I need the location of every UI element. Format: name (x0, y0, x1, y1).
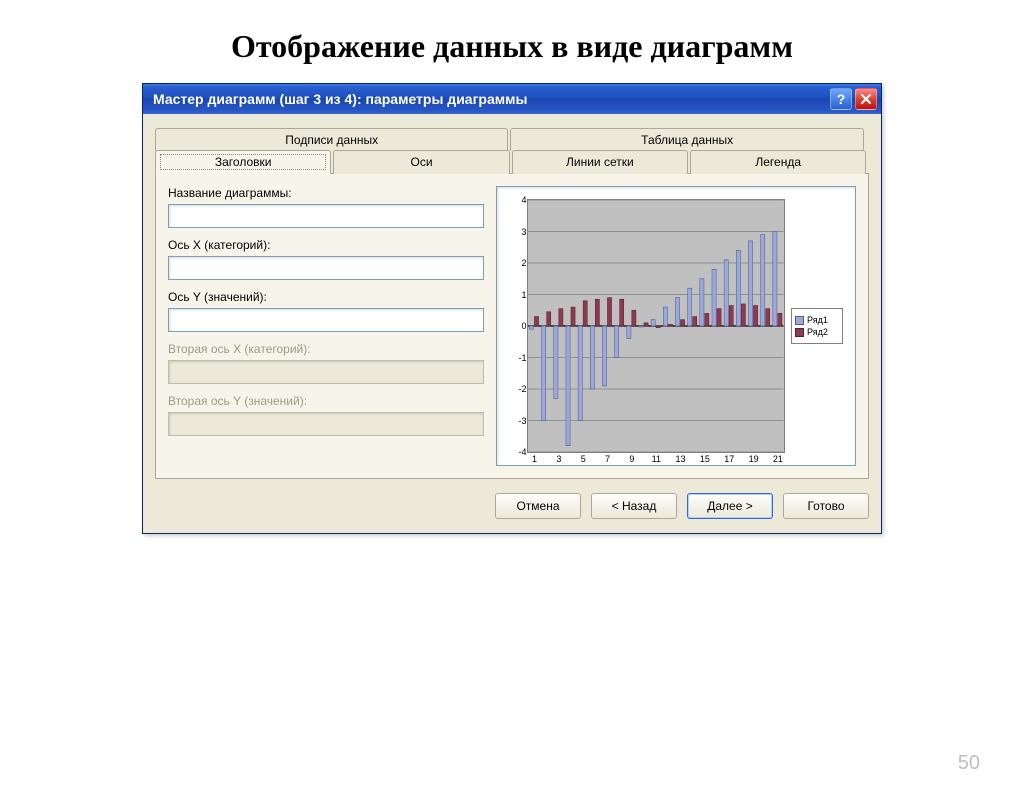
button-row: Отмена < Назад Далее > Готово (155, 493, 869, 519)
slide-number: 50 (958, 752, 980, 775)
tab-pane: Название диаграммы: Ось X (категорий): О… (155, 173, 869, 479)
field-y-axis: Ось Y (значений): (168, 290, 484, 332)
field-chart-title: Название диаграммы: (168, 186, 484, 228)
window-title: Мастер диаграмм (шаг 3 из 4): параметры … (153, 91, 527, 107)
field-x2-axis: Вторая ось X (категорий): (168, 342, 484, 384)
input-y2-axis (168, 412, 484, 436)
form-column: Название диаграммы: Ось X (категорий): О… (168, 186, 484, 466)
legend-swatch-2 (795, 328, 804, 337)
tab-titles[interactable]: Заголовки (155, 150, 331, 174)
legend-swatch-1 (795, 316, 804, 325)
input-x2-axis (168, 360, 484, 384)
label-y-axis: Ось Y (значений): (168, 290, 484, 304)
dialog-window: Мастер диаграмм (шаг 3 из 4): параметры … (142, 83, 882, 534)
cancel-button[interactable]: Отмена (495, 493, 581, 519)
page-title: Отображение данных в виде диаграмм (0, 28, 1024, 65)
titlebar: Мастер диаграмм (шаг 3 из 4): параметры … (143, 84, 881, 114)
tab-legend[interactable]: Легенда (690, 150, 866, 174)
tab-data-labels[interactable]: Подписи данных (155, 128, 508, 151)
legend-item-1: Ряд1 (795, 315, 839, 325)
field-x-axis: Ось X (категорий): (168, 238, 484, 280)
tab-gridlines[interactable]: Линии сетки (512, 150, 688, 174)
help-button[interactable]: ? (830, 88, 852, 110)
label-x2-axis: Вторая ось X (категорий): (168, 342, 484, 356)
label-x-axis: Ось X (категорий): (168, 238, 484, 252)
next-button[interactable]: Далее > (687, 493, 773, 519)
tab-row-bottom: Заголовки Оси Линии сетки Легенда (155, 150, 869, 174)
tab-row-top: Подписи данных Таблица данных (155, 128, 869, 151)
label-chart-title: Название диаграммы: (168, 186, 484, 200)
chart-plot-area: -4-3-2-101234 13579111315171921 (527, 199, 785, 453)
close-button[interactable] (855, 88, 877, 110)
field-y2-axis: Вторая ось Y (значений): (168, 394, 484, 436)
legend-item-2: Ряд2 (795, 327, 839, 337)
legend-label-1: Ряд1 (807, 315, 828, 325)
tab-data-table[interactable]: Таблица данных (510, 128, 863, 151)
chart-legend: Ряд1 Ряд2 (791, 308, 843, 344)
input-chart-title[interactable] (168, 204, 484, 228)
finish-button[interactable]: Готово (783, 493, 869, 519)
chart-preview: -4-3-2-101234 13579111315171921 Ряд1 Ряд… (496, 186, 856, 466)
tab-axes[interactable]: Оси (333, 150, 509, 174)
input-y-axis[interactable] (168, 308, 484, 332)
legend-label-2: Ряд2 (807, 327, 828, 337)
label-y2-axis: Вторая ось Y (значений): (168, 394, 484, 408)
back-button[interactable]: < Назад (591, 493, 677, 519)
input-x-axis[interactable] (168, 256, 484, 280)
